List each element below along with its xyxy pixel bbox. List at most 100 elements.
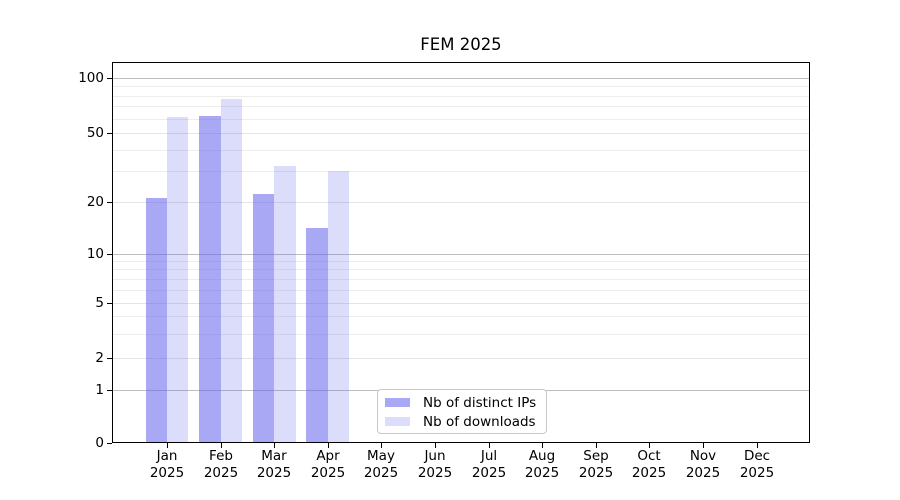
x-tick-mark [435, 443, 436, 448]
y-tick-mark [107, 390, 112, 391]
x-tick-mark [542, 443, 543, 448]
legend-swatch-icon [385, 398, 410, 407]
x-tick-mark [167, 443, 168, 448]
year-label: 2025 [149, 464, 185, 481]
gridline-y-100 [113, 78, 809, 79]
bar-distinct-ips-mar [252, 194, 275, 442]
year-label: 2025 [578, 464, 614, 481]
gridline-y-9 [113, 261, 809, 262]
x-tick-label-jan: Jan 2025 [127, 448, 207, 481]
gridline-y-50 [113, 133, 809, 134]
x-tick-mark [274, 443, 275, 448]
x-tick-label-dec: Dec 2025 [717, 448, 797, 481]
x-tick-label-feb: Feb 2025 [181, 448, 261, 481]
year-label: 2025 [631, 464, 667, 481]
x-tick-label-oct: Oct 2025 [609, 448, 689, 481]
gridline-y-3 [113, 334, 809, 335]
x-tick-mark [596, 443, 597, 448]
y-tick-label-0: 0 [95, 435, 104, 451]
gridline-y-2 [113, 358, 809, 359]
gridline-y-60 [113, 119, 809, 120]
x-tick-mark [489, 443, 490, 448]
chart-title: FEM 2025 [420, 35, 502, 54]
year-label: 2025 [471, 464, 507, 481]
year-label: 2025 [256, 464, 292, 481]
bars-layer [113, 63, 809, 442]
y-tick-label-100: 100 [78, 70, 104, 86]
x-tick-mark [328, 443, 329, 448]
x-tick-label-jul: Jul 2025 [449, 448, 529, 481]
month-label: May [367, 448, 395, 464]
x-tick-mark [381, 443, 382, 448]
x-tick-label-sep: Sep 2025 [556, 448, 636, 481]
month-label: Oct [637, 448, 661, 464]
month-label: Feb [209, 448, 233, 464]
bar-downloads-feb [220, 98, 242, 442]
month-label: Nov [689, 448, 717, 464]
y-tick-mark [107, 358, 112, 359]
bar-downloads-mar [274, 166, 296, 442]
x-tick-mark [649, 443, 650, 448]
month-label: Mar [261, 448, 287, 464]
month-label: Apr [316, 448, 340, 464]
bar-downloads-apr [327, 171, 350, 442]
bar-distinct-ips-jan [145, 197, 167, 442]
month-label: Dec [743, 448, 771, 464]
y-tick-label-5: 5 [95, 295, 104, 311]
y-tick-mark [107, 254, 112, 255]
x-tick-label-jun: Jun 2025 [395, 448, 475, 481]
y-tick-mark [107, 133, 112, 134]
year-label: 2025 [739, 464, 775, 481]
y-tick-mark [107, 443, 112, 444]
x-tick-mark [757, 443, 758, 448]
gridline-y-4 [113, 316, 809, 317]
y-tick-label-1: 1 [95, 382, 104, 398]
gridline-y-20 [113, 202, 809, 203]
bar-distinct-ips-feb [199, 115, 221, 442]
x-tick-mark [703, 443, 704, 448]
legend-label: Nb of downloads [423, 413, 536, 430]
gridline-y-8 [113, 269, 809, 270]
month-label: Jul [480, 448, 498, 464]
x-tick-label-aug: Aug 2025 [502, 448, 582, 481]
y-tick-label-10: 10 [86, 246, 104, 262]
gridline-y-90 [113, 86, 809, 87]
legend-row: Nb of distinct IPs [385, 393, 539, 412]
gridline-y-70 [113, 106, 809, 107]
y-tick-mark [107, 303, 112, 304]
month-label: Aug [528, 448, 556, 464]
month-label: Jun [424, 448, 446, 464]
gridline-y-80 [113, 96, 809, 97]
x-tick-label-apr: Apr 2025 [288, 448, 368, 481]
x-tick-label-nov: Nov 2025 [663, 448, 743, 481]
legend: Nb of distinct IPs Nb of downloads [377, 389, 547, 434]
bar-downloads-jan [167, 117, 189, 442]
gridline-y-40 [113, 150, 809, 151]
gridline-y-6 [113, 290, 809, 291]
legend-row: Nb of downloads [385, 412, 539, 431]
month-label: Jan [156, 448, 178, 464]
month-label: Sep [583, 448, 609, 464]
legend-label: Nb of distinct IPs [423, 394, 537, 411]
legend-swatch-icon [385, 417, 410, 426]
x-tick-label-mar: Mar 2025 [234, 448, 314, 481]
year-label: 2025 [310, 464, 346, 481]
x-tick-label-may: May 2025 [341, 448, 421, 481]
gridline-y-10 [113, 254, 809, 255]
year-label: 2025 [363, 464, 399, 481]
year-label: 2025 [524, 464, 560, 481]
y-tick-mark [107, 78, 112, 79]
x-tick-mark [221, 443, 222, 448]
gridline-y-7 [113, 279, 809, 280]
y-tick-label-50: 50 [86, 125, 104, 141]
year-label: 2025 [685, 464, 721, 481]
y-tick-label-2: 2 [95, 350, 104, 366]
year-label: 2025 [203, 464, 239, 481]
plot-area [112, 62, 810, 443]
y-tick-label-20: 20 [86, 194, 104, 210]
gridline-y-30 [113, 171, 809, 172]
year-label: 2025 [417, 464, 453, 481]
gridline-y-5 [113, 303, 809, 304]
y-tick-mark [107, 202, 112, 203]
